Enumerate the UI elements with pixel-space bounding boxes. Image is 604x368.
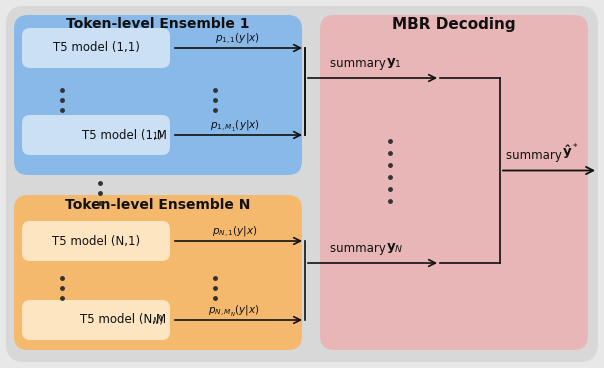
Text: $p_{N,1}(y|x)$: $p_{N,1}(y|x)$ xyxy=(212,225,258,239)
Text: T5 model (N,M: T5 model (N,M xyxy=(80,314,166,326)
FancyBboxPatch shape xyxy=(14,15,302,175)
Text: $_N$): $_N$) xyxy=(152,313,164,327)
Text: $\mathbf{y}_N$: $\mathbf{y}_N$ xyxy=(386,241,403,255)
Text: T5 model (1,1): T5 model (1,1) xyxy=(53,42,140,54)
Text: T5 model (1,M: T5 model (1,M xyxy=(82,128,167,142)
FancyBboxPatch shape xyxy=(14,195,302,350)
Text: Token-level Ensemble N: Token-level Ensemble N xyxy=(65,198,251,212)
Text: summary: summary xyxy=(330,57,390,70)
Text: summary: summary xyxy=(330,242,390,255)
Text: MBR Decoding: MBR Decoding xyxy=(392,17,516,32)
FancyBboxPatch shape xyxy=(22,300,170,340)
FancyBboxPatch shape xyxy=(6,6,598,362)
Text: Token-level Ensemble 1: Token-level Ensemble 1 xyxy=(66,17,249,31)
Text: $\mathbf{y}_1$: $\mathbf{y}_1$ xyxy=(386,56,402,70)
Text: summary: summary xyxy=(506,149,565,163)
Text: T5 model (N,1): T5 model (N,1) xyxy=(52,234,140,248)
FancyBboxPatch shape xyxy=(22,221,170,261)
FancyBboxPatch shape xyxy=(22,28,170,68)
FancyBboxPatch shape xyxy=(22,115,170,155)
Text: $p_{1,1}(y|x)$: $p_{1,1}(y|x)$ xyxy=(215,32,260,46)
Text: $p_{N,M_N}(y|x)$: $p_{N,M_N}(y|x)$ xyxy=(208,304,259,319)
Text: $\mathbf{\hat{y}}^*$: $\mathbf{\hat{y}}^*$ xyxy=(562,143,579,163)
FancyBboxPatch shape xyxy=(320,15,588,350)
Text: $_1$): $_1$) xyxy=(152,128,163,142)
Text: $p_{1,M_1}(y|x)$: $p_{1,M_1}(y|x)$ xyxy=(210,118,260,134)
